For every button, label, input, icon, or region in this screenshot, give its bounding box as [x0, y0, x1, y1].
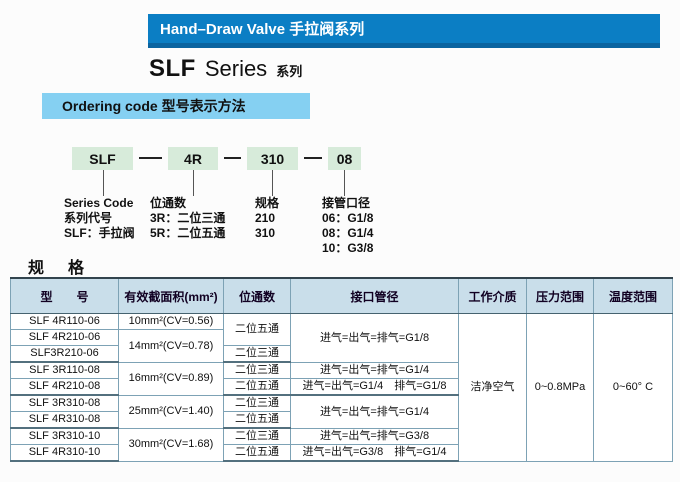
temperature-cell: 0~60° C [593, 313, 673, 462]
connector-line [344, 170, 345, 196]
series-code-text: SLF [149, 55, 196, 82]
header-banner: Hand–Draw Valve 手拉阀系列 [148, 14, 660, 48]
model-cell: SLF3R210-06 [10, 345, 119, 363]
model-cell: SLF 4R210-08 [10, 378, 119, 396]
series-title: SLF Series 系列 [149, 55, 302, 83]
legend-port-size: 接管口径 06：G1/8 08：G1/4 10：G3/8 [322, 196, 373, 256]
table-row: SLF 4R310-10 二位五通 进气=出气=G3/8 排气=G1/4 [10, 444, 673, 462]
spec-header-row: 型 号 有效截面积(mm²) 位通数 接口管径 工作介质 压力范围 温度范围 [10, 277, 673, 314]
legend-line: Series Code [64, 196, 134, 210]
valve-type-cell: 二位五通 [223, 444, 291, 462]
dash-connector [139, 157, 162, 159]
spec-table: 型 号 有效截面积(mm²) 位通数 接口管径 工作介质 压力范围 温度范围 S… [10, 277, 673, 462]
col-header-model: 型 号 [10, 277, 119, 314]
code-box-valve-type: 4R [168, 147, 218, 170]
valve-type-cell: 二位三通 [223, 427, 291, 445]
area-cell: 14mm²(CV=0.78) [118, 329, 224, 363]
connector-line [193, 170, 194, 196]
ordering-code-title: Ordering code 型号表示方法 [42, 93, 310, 119]
model-cell: SLF 4R110-06 [10, 313, 119, 330]
model-cell: SLF 4R310-08 [10, 411, 119, 429]
col-header-medium: 工作介质 [458, 277, 527, 314]
model-cell: SLF 3R310-10 [10, 427, 119, 445]
legend-line: SLF：手拉阀 [64, 226, 135, 240]
header-banner-title: Hand–Draw Valve 手拉阀系列 [160, 21, 365, 38]
medium-cell: 洁净空气 [458, 313, 527, 462]
dash-connector [224, 157, 241, 159]
col-header-ports: 接口管径 [290, 277, 459, 314]
ports-cell: 进气=出气=G3/8 排气=G1/4 [290, 444, 459, 462]
model-cell: SLF 3R110-08 [10, 361, 119, 379]
code-box-series: SLF [72, 147, 133, 170]
valve-type-cell: 二位三通 [223, 394, 291, 412]
area-cell: 10mm²(CV=0.56) [118, 313, 224, 330]
table-row: SLF 4R110-06 10mm²(CV=0.56) 二位五通 进气=出气=排… [10, 313, 673, 462]
legend-line: 08：G1/4 [322, 226, 374, 240]
series-cn-text: 系列 [276, 64, 303, 79]
series-word-text: Series [204, 56, 268, 81]
valve-type-cell: 二位三通 [223, 361, 291, 379]
ports-cell: 进气=出气=排气=G1/4 [290, 394, 459, 429]
valve-type-cell: 二位五通 [223, 313, 291, 346]
area-cell: 16mm²(CV=0.89) [118, 361, 224, 396]
ordering-code-title-text: Ordering code 型号表示方法 [62, 98, 246, 114]
table-row: SLF 3R310-10 30mm²(CV=1.68) 二位三通 进气=出气=排… [10, 427, 673, 462]
ports-cell: 进气=出气=排气=G1/4 [290, 361, 459, 379]
legend-valve-type: 位通数 3R：二位三通 5R：二位五通 [150, 196, 225, 241]
col-header-area: 有效截面积(mm²) [118, 277, 224, 314]
connector-line [272, 170, 273, 196]
legend-line: 系列代号 [64, 211, 113, 225]
table-row: SLF 3R110-08 16mm²(CV=0.89) 二位三通 进气=出气=排… [10, 361, 673, 396]
model-cell: SLF 4R210-06 [10, 329, 119, 346]
legend-spec: 规格 210 310 [255, 196, 279, 241]
code-box-spec: 310 [247, 147, 298, 170]
table-row: SLF 3R310-08 25mm²(CV=1.40) 二位三通 进气=出气=排… [10, 394, 673, 429]
dash-connector [304, 157, 322, 159]
legend-series: Series Code 系列代号 SLF：手拉阀 [64, 196, 135, 241]
valve-type-cell: 二位五通 [223, 411, 291, 429]
col-header-temperature: 温度范围 [593, 277, 673, 314]
legend-line: 10：G3/8 [322, 241, 374, 255]
area-cell: 30mm²(CV=1.68) [118, 427, 224, 462]
valve-type-cell: 二位五通 [223, 378, 291, 396]
model-cell: SLF 3R310-08 [10, 394, 119, 412]
legend-line: 06：G1/8 [322, 211, 374, 225]
col-header-valve-type: 位通数 [223, 277, 291, 314]
table-row: SLF 4R210-08 二位五通 进气=出气=G1/4 排气=G1/8 [10, 378, 673, 396]
legend-line: 310 [255, 226, 276, 240]
code-box-port-size: 08 [328, 147, 361, 170]
connector-line [103, 170, 104, 196]
ports-cell: 进气=出气=排气=G3/8 [290, 427, 459, 445]
legend-line: 规格 [255, 196, 280, 210]
area-cell: 25mm²(CV=1.40) [118, 394, 224, 429]
legend-line: 3R：二位三通 [150, 211, 226, 225]
spec-heading: 规 格 [28, 260, 89, 277]
ports-cell: 进气=出气=排气=G1/8 [290, 313, 459, 363]
model-cell: SLF 4R310-10 [10, 444, 119, 462]
table-row: SLF 4R310-08 二位五通 [10, 411, 673, 429]
legend-line: 接管口径 [322, 196, 371, 210]
table-row: SLF3R210-06 二位三通 [10, 345, 673, 363]
legend-line: 位通数 [150, 196, 187, 210]
col-header-pressure: 压力范围 [526, 277, 594, 314]
ports-cell: 进气=出气=G1/4 排气=G1/8 [290, 378, 459, 396]
valve-type-cell: 二位三通 [223, 345, 291, 363]
pressure-cell: 0~0.8MPa [526, 313, 594, 462]
legend-line: 210 [255, 211, 276, 225]
legend-line: 5R：二位五通 [150, 226, 226, 240]
